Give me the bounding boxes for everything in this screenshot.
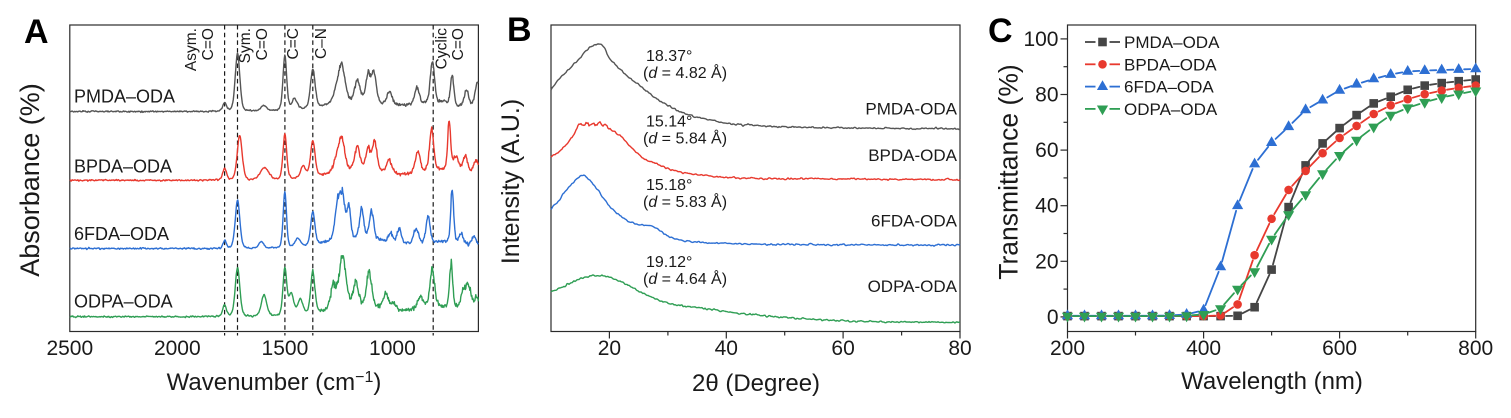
svg-text:2500: 2500 [46, 337, 93, 360]
svg-text:BPDA–ODA: BPDA–ODA [1124, 55, 1217, 74]
svg-text:60: 60 [1035, 139, 1058, 162]
svg-text:80: 80 [1035, 84, 1058, 107]
svg-text:800: 800 [1458, 337, 1493, 360]
svg-text:Absorbance (%): Absorbance (%) [15, 83, 45, 277]
svg-text:Intensity (A.U.): Intensity (A.U.) [497, 99, 525, 264]
svg-text:20: 20 [1035, 250, 1058, 273]
svg-text:ODPA-ODA: ODPA-ODA [868, 277, 958, 296]
svg-text:C=O: C=O [450, 28, 467, 60]
svg-text:C=C: C=C [285, 28, 302, 59]
svg-text:PMDA–ODA: PMDA–ODA [74, 87, 175, 107]
svg-text:ODPA–ODA: ODPA–ODA [74, 292, 173, 312]
svg-text:(d = 4.82 Å): (d = 4.82 Å) [643, 63, 727, 82]
svg-text:40: 40 [715, 337, 738, 360]
svg-text:200: 200 [1050, 337, 1085, 360]
svg-text:Asym.: Asym. [183, 28, 200, 71]
svg-text:B: B [507, 11, 532, 49]
svg-text:C=O: C=O [254, 28, 271, 60]
svg-text:0: 0 [1047, 306, 1059, 329]
svg-text:BPDA–ODA: BPDA–ODA [74, 157, 172, 177]
svg-text:15.14°: 15.14° [646, 114, 692, 131]
svg-text:2000: 2000 [154, 337, 201, 360]
svg-text:20: 20 [598, 337, 621, 360]
svg-text:19.12°: 19.12° [646, 254, 692, 271]
svg-text:ODPA–ODA: ODPA–ODA [1124, 100, 1218, 119]
svg-text:1000: 1000 [369, 337, 416, 360]
svg-text:2θ (Degree): 2θ (Degree) [692, 370, 820, 397]
svg-text:Cyclic: Cyclic [434, 28, 451, 70]
svg-text:Wavenumber (cm−1): Wavenumber (cm−1) [167, 369, 382, 397]
svg-text:(d = 5.84 Å): (d = 5.84 Å) [643, 129, 727, 148]
svg-text:PMDA-ODA: PMDA-ODA [865, 100, 957, 119]
svg-text:C–N: C–N [313, 28, 330, 59]
svg-text:(d = 4.64 Å): (d = 4.64 Å) [643, 269, 727, 288]
svg-text:C=O: C=O [200, 28, 217, 60]
svg-text:Transmittance (%): Transmittance (%) [994, 64, 1024, 279]
svg-text:600: 600 [1322, 337, 1357, 360]
svg-text:Sym.: Sym. [237, 28, 254, 63]
svg-text:100: 100 [1023, 28, 1058, 51]
svg-text:15.18°: 15.18° [646, 177, 692, 194]
svg-text:18.37°: 18.37° [646, 48, 692, 65]
svg-text:60: 60 [831, 337, 854, 360]
svg-text:400: 400 [1186, 337, 1221, 360]
svg-text:1500: 1500 [262, 337, 309, 360]
svg-text:C: C [988, 12, 1013, 50]
svg-text:PMDA–ODA: PMDA–ODA [1124, 33, 1220, 52]
svg-text:A: A [24, 13, 49, 51]
svg-text:80: 80 [948, 337, 971, 360]
svg-text:6FDA-ODA: 6FDA-ODA [871, 212, 958, 231]
svg-text:6FDA–ODA: 6FDA–ODA [74, 224, 169, 244]
svg-text:40: 40 [1035, 195, 1058, 218]
svg-text:BPDA-ODA: BPDA-ODA [868, 146, 957, 165]
svg-text:Wavelength (nm): Wavelength (nm) [1181, 368, 1363, 395]
svg-text:6FDA–ODA: 6FDA–ODA [1124, 78, 1214, 97]
svg-text:(d = 5.83 Å): (d = 5.83 Å) [643, 192, 727, 211]
